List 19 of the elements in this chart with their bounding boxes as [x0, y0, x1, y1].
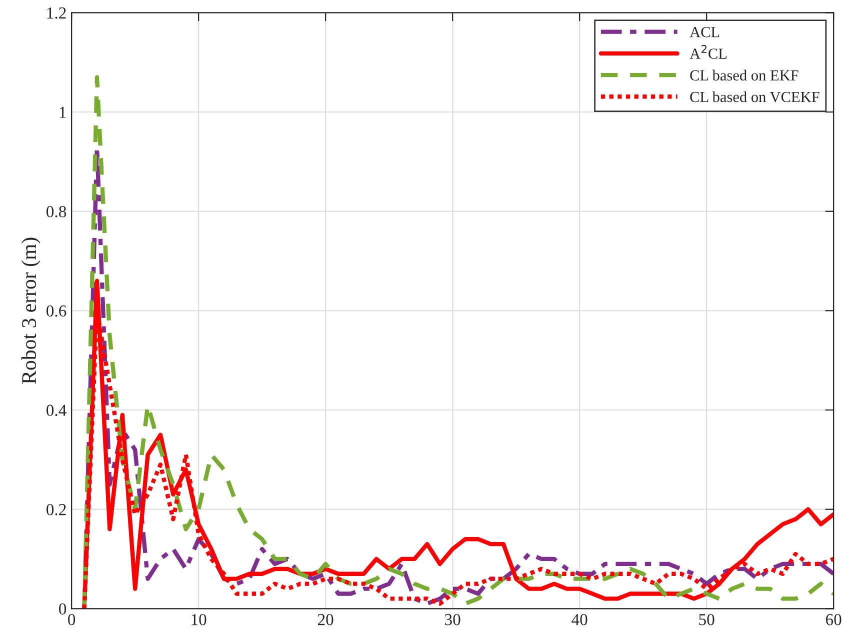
legend-label: ACL [690, 27, 720, 38]
x-tick-label: 30 [445, 614, 460, 626]
y-axis-title: Robot 3 error (m) [21, 238, 40, 384]
legend-label: A$^{2}$CL [690, 44, 727, 59]
x-tick-label: 50 [699, 614, 714, 626]
y-tick-label: 0.2 [46, 504, 66, 516]
legend-label: CL based on VCEKF [690, 91, 820, 102]
x-tick-label: 40 [572, 614, 588, 626]
y-tick-label: 0 [59, 603, 66, 615]
x-tick-label: 20 [318, 614, 334, 626]
y-tick-label: 0.6 [46, 305, 66, 317]
y-tick-label: 1 [60, 106, 66, 118]
x-tick-label: 10 [192, 614, 206, 626]
y-tick-label: 0.4 [46, 404, 66, 416]
x-tick-label: 60 [826, 614, 842, 626]
x-tick-label: 0 [68, 614, 76, 626]
y-tick-label: 0.8 [46, 206, 66, 218]
legend-label: CL based on EKF [690, 70, 798, 81]
y-tick-label: 1.2 [47, 7, 66, 19]
